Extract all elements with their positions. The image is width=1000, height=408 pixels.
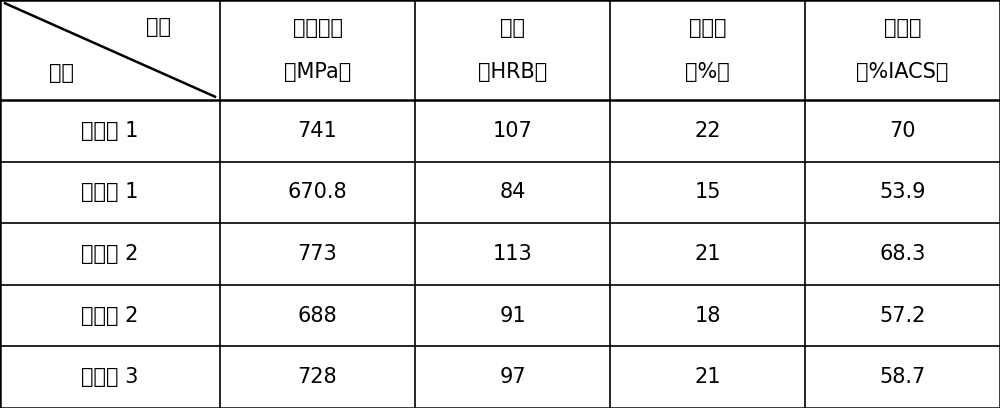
Text: 实施例 1: 实施例 1	[81, 121, 139, 141]
Text: 741: 741	[298, 121, 337, 141]
Text: 延伸率: 延伸率	[689, 18, 726, 38]
Text: 91: 91	[499, 306, 526, 326]
Text: 113: 113	[493, 244, 532, 264]
Text: 68.3: 68.3	[879, 244, 926, 264]
Text: 70: 70	[889, 121, 916, 141]
Text: 对比例 2: 对比例 2	[81, 306, 139, 326]
Text: 670.8: 670.8	[288, 182, 347, 202]
Text: 18: 18	[694, 306, 721, 326]
Text: 实施例 2: 实施例 2	[81, 244, 139, 264]
Text: 97: 97	[499, 367, 526, 387]
Text: 58.7: 58.7	[879, 367, 926, 387]
Text: 21: 21	[694, 367, 721, 387]
Text: 57.2: 57.2	[879, 306, 926, 326]
Text: 773: 773	[298, 244, 337, 264]
Text: 688: 688	[298, 306, 337, 326]
Text: 电导率: 电导率	[884, 18, 921, 38]
Text: 21: 21	[694, 244, 721, 264]
Text: 15: 15	[694, 182, 721, 202]
Text: 样品: 样品	[49, 63, 74, 83]
Text: （%）: （%）	[685, 62, 730, 82]
Text: 53.9: 53.9	[879, 182, 926, 202]
Text: （HRB）: （HRB）	[478, 62, 547, 82]
Text: 性能: 性能	[146, 17, 171, 37]
Text: 对比例 1: 对比例 1	[81, 182, 139, 202]
Text: 107: 107	[493, 121, 532, 141]
Text: 84: 84	[499, 182, 526, 202]
Text: 728: 728	[298, 367, 337, 387]
Text: 实施例 3: 实施例 3	[81, 367, 139, 387]
Text: 22: 22	[694, 121, 721, 141]
Text: （MPa）: （MPa）	[284, 62, 351, 82]
Text: 硬度: 硬度	[500, 18, 525, 38]
Text: 抗拉强度: 抗拉强度	[292, 18, 342, 38]
Text: （%IACS）: （%IACS）	[856, 62, 949, 82]
